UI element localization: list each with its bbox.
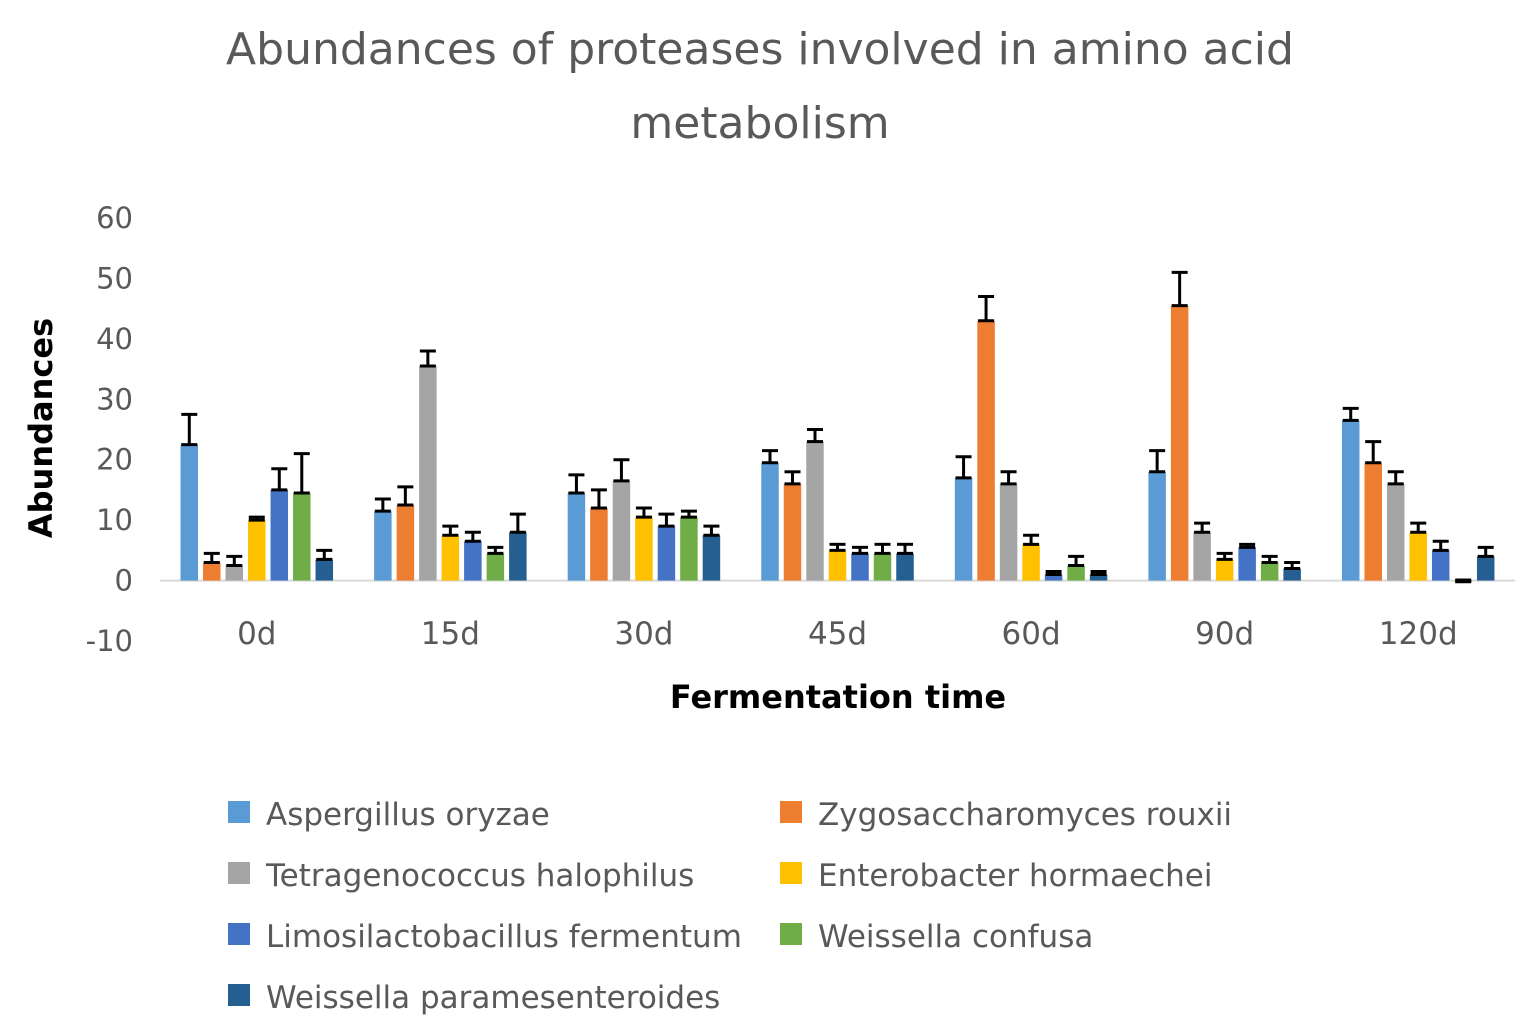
y-axis-ticks: 60 50 40 30 20 10 0 -10 xyxy=(86,201,133,658)
bar xyxy=(977,320,995,581)
bar xyxy=(396,505,415,581)
legend-swatch xyxy=(228,923,250,945)
bar xyxy=(1283,568,1301,581)
bar xyxy=(225,565,244,581)
y-tick-label: 0 xyxy=(115,564,133,598)
x-category-label: 90d xyxy=(1195,616,1254,652)
legend-label: Aspergillus oryzae xyxy=(266,797,550,833)
bar xyxy=(657,526,676,581)
bar xyxy=(896,553,914,581)
bar xyxy=(509,532,527,581)
plot-area xyxy=(160,270,1515,584)
bar xyxy=(806,441,824,581)
bar xyxy=(873,553,892,581)
bar xyxy=(828,550,847,581)
chart-title-line-1: Abundances of proteases involved in amin… xyxy=(226,24,1294,75)
x-category-label: 15d xyxy=(421,616,480,652)
legend-swatch xyxy=(780,862,802,884)
bar xyxy=(1215,559,1234,581)
bar xyxy=(1044,574,1063,581)
bar xyxy=(1193,532,1211,581)
bar xyxy=(419,366,437,581)
legend-swatch xyxy=(780,801,802,823)
x-category-label: 30d xyxy=(614,616,673,652)
y-tick-label: 10 xyxy=(96,503,133,537)
x-axis-categories: 0d 15d 30d 45d 60d 90d 120d xyxy=(237,616,1458,652)
y-tick-label: 30 xyxy=(96,382,133,416)
legend-swatch xyxy=(228,984,250,1006)
bar xyxy=(612,480,631,581)
legend-swatch xyxy=(780,923,802,945)
bar xyxy=(1022,544,1040,581)
bar xyxy=(180,444,199,581)
legend-label: Enterobacter hormaechei xyxy=(818,858,1213,894)
bar xyxy=(441,535,460,581)
legend: Aspergillus oryzae Zygosaccharomyces roux… xyxy=(228,797,1232,1016)
bar xyxy=(486,553,505,581)
bar xyxy=(374,511,392,581)
bar xyxy=(567,492,586,581)
x-category-label: 60d xyxy=(1002,616,1061,652)
bar xyxy=(270,489,289,581)
chart-title-line-2: metabolism xyxy=(630,98,889,149)
y-tick-label: 60 xyxy=(96,201,133,235)
bar xyxy=(702,535,721,581)
bar xyxy=(1238,547,1256,581)
bar xyxy=(1170,305,1189,581)
bar xyxy=(1148,471,1166,581)
bar xyxy=(1386,483,1405,581)
bar xyxy=(1476,556,1495,581)
x-axis-title: Fermentation time xyxy=(670,678,1006,716)
legend-label: Limosilactobacillus fermentum xyxy=(266,919,742,955)
bar xyxy=(1260,562,1279,581)
bar xyxy=(680,517,698,581)
y-tick-label: -10 xyxy=(86,624,133,658)
bar xyxy=(590,508,608,581)
bar xyxy=(761,462,779,581)
y-tick-label: 50 xyxy=(96,261,133,295)
legend-swatch xyxy=(228,801,250,823)
bar xyxy=(315,559,334,581)
bar xyxy=(1364,462,1382,581)
x-category-label: 45d xyxy=(808,616,867,652)
bar xyxy=(1067,565,1085,581)
bar xyxy=(783,483,802,581)
legend-swatch xyxy=(228,862,250,884)
bar xyxy=(954,477,973,581)
legend-label: Tetragenococcus halophilus xyxy=(265,858,694,894)
bar xyxy=(1089,574,1108,581)
bar xyxy=(999,483,1018,581)
legend-label: Weissella confusa xyxy=(818,919,1093,955)
bar xyxy=(203,562,221,581)
legend-label: Zygosaccharomyces rouxii xyxy=(818,797,1232,833)
x-category-label: 0d xyxy=(237,616,276,652)
bar xyxy=(851,553,869,581)
bar xyxy=(1341,420,1360,581)
bar xyxy=(464,541,482,581)
y-tick-label: 20 xyxy=(96,443,133,477)
bar xyxy=(293,492,311,581)
bar xyxy=(248,520,266,581)
legend-label: Weissella paramesenteroides xyxy=(266,980,720,1016)
x-category-label: 120d xyxy=(1379,616,1458,652)
bar xyxy=(1409,532,1427,581)
bar xyxy=(635,517,653,581)
y-axis-title: Abundances xyxy=(22,318,60,538)
bar xyxy=(1431,550,1450,581)
y-tick-label: 40 xyxy=(96,322,133,356)
